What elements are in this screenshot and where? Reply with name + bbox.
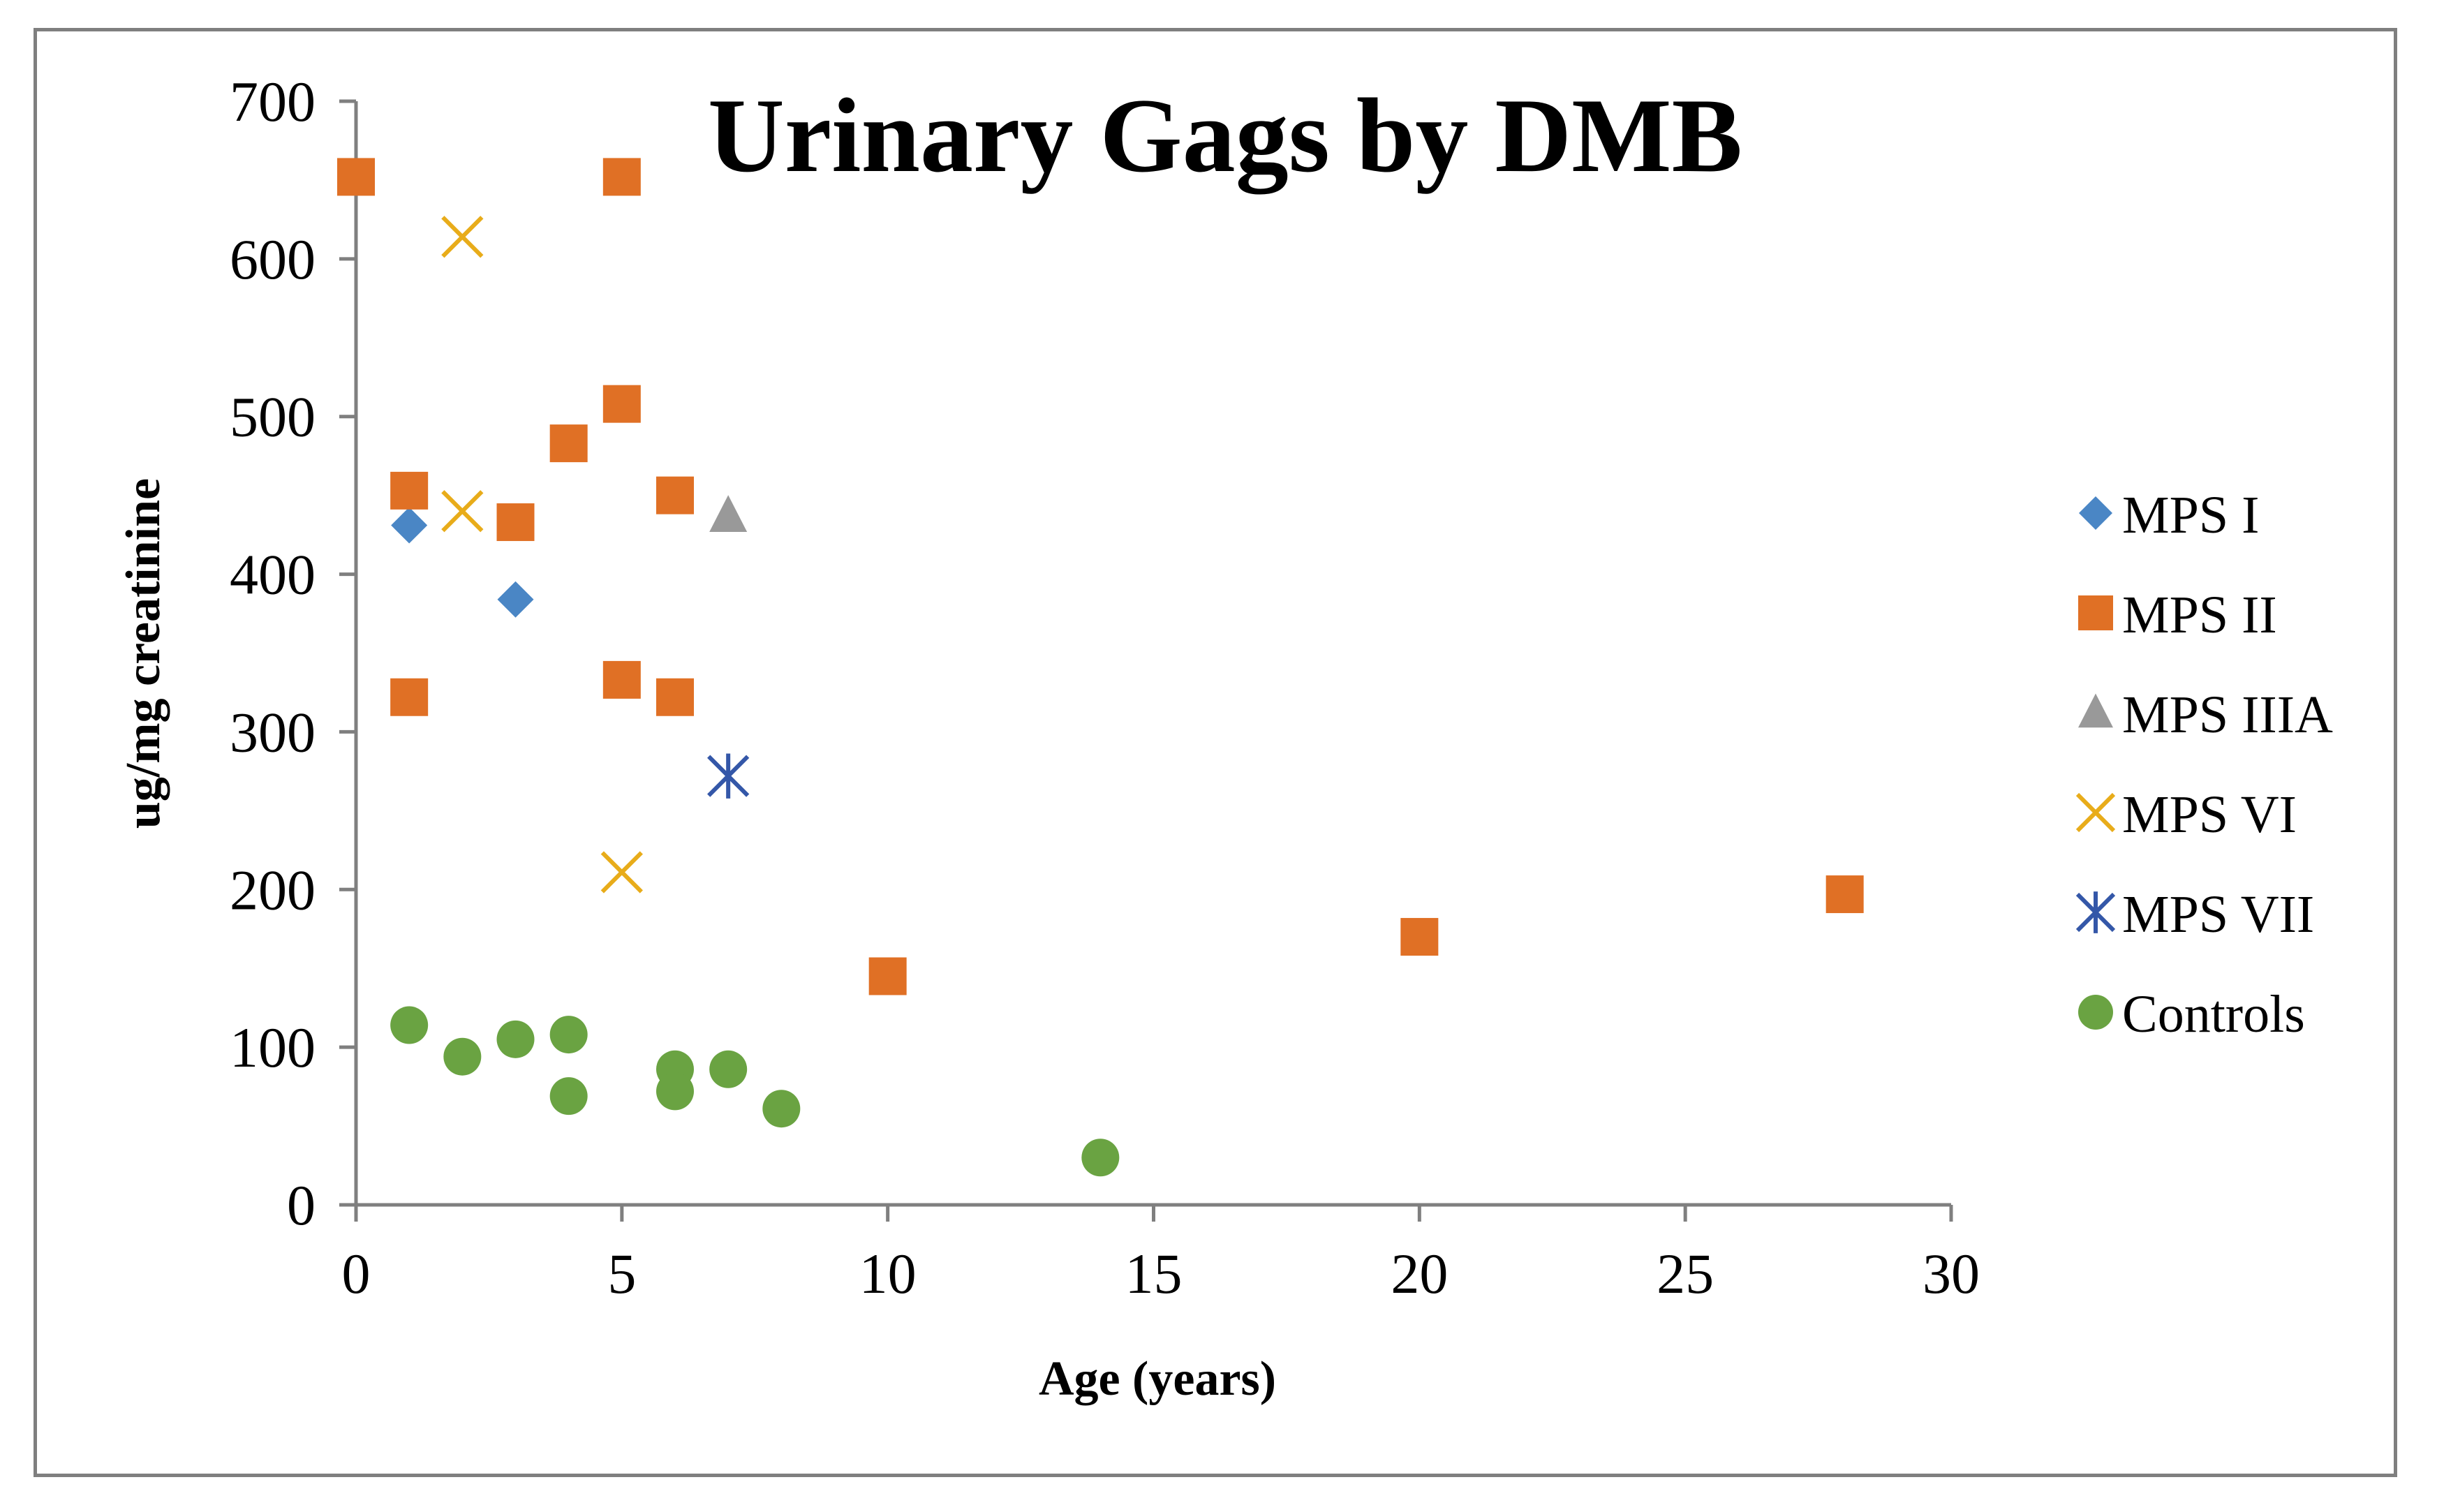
- data-point: [600, 851, 643, 894]
- x-tick-label: 25: [1657, 1242, 1714, 1305]
- data-point: [709, 495, 748, 532]
- y-tick-label: 700: [230, 70, 316, 133]
- x-tick-label: 20: [1391, 1242, 1448, 1305]
- series-controls: [390, 1006, 1120, 1177]
- chart-title: Urinary Gags by DMB: [708, 77, 1742, 195]
- data-point: [656, 476, 694, 514]
- data-point: [602, 660, 641, 699]
- data-point: [441, 216, 484, 258]
- y-tick-label: 100: [230, 1016, 316, 1079]
- data-point: [337, 158, 375, 196]
- data-point: [656, 678, 694, 716]
- data-point: [549, 424, 588, 463]
- series-mps-iiia: [709, 495, 748, 532]
- series-mps-vi: [441, 216, 643, 894]
- series-mps-ii: [337, 158, 1864, 995]
- series-mps-i: [391, 507, 534, 618]
- data-point: [390, 678, 429, 716]
- legend-marker: [2075, 792, 2116, 833]
- legend-marker: [2075, 891, 2116, 933]
- data-point: [1400, 918, 1439, 956]
- data-point: [496, 503, 535, 542]
- legend-marker: [2078, 995, 2113, 1030]
- data-point: [868, 957, 907, 995]
- legend-label: MPS I: [2122, 486, 2259, 544]
- legend-item: MPS VI: [2075, 785, 2297, 844]
- legend-label: MPS VI: [2122, 785, 2297, 844]
- data-point: [602, 158, 641, 196]
- legend-item: Controls: [2078, 985, 2305, 1044]
- x-axis-label: Age (years): [1039, 1352, 1276, 1406]
- data-point: [709, 1050, 748, 1088]
- x-tick-label: 10: [859, 1242, 917, 1305]
- y-axis-label: ug/mg creatinine: [117, 478, 170, 829]
- x-tick-label: 0: [342, 1242, 371, 1305]
- y-tick-label: 0: [287, 1173, 316, 1237]
- data-point: [549, 1077, 588, 1116]
- legend-item: MPS I: [2079, 486, 2259, 544]
- data-point: [497, 581, 534, 618]
- data-point: [549, 1016, 588, 1054]
- legend-marker: [2079, 496, 2112, 530]
- data-point: [390, 471, 429, 510]
- data-point: [443, 1037, 482, 1076]
- legend: MPS I MPS II MPS IIIA MPS VI MPS VII Controls: [2075, 486, 2333, 1044]
- x-tick-label: 5: [607, 1242, 636, 1305]
- chart-frame: [34, 28, 2397, 1477]
- legend-label: MPS VII: [2122, 885, 2314, 944]
- x-axis-ticks: 0 5 10 15 20 25 30: [342, 1205, 1980, 1305]
- data-point: [1081, 1139, 1120, 1177]
- legend-label: Controls: [2122, 985, 2305, 1044]
- data-points: [337, 158, 1864, 1177]
- data-point: [602, 385, 641, 423]
- y-tick-label: 600: [230, 228, 316, 291]
- x-tick-label: 15: [1125, 1242, 1183, 1305]
- legend-item: MPS IIIA: [2078, 685, 2333, 744]
- legend-item: MPS II: [2078, 586, 2277, 644]
- y-tick-label: 300: [230, 700, 316, 764]
- data-point: [707, 753, 750, 799]
- legend-label: MPS IIIA: [2122, 685, 2333, 744]
- y-tick-label: 400: [230, 543, 316, 607]
- y-tick-label: 500: [230, 385, 316, 449]
- legend-label: MPS II: [2122, 586, 2277, 644]
- data-point: [762, 1090, 801, 1128]
- legend-marker: [2078, 595, 2113, 630]
- data-point: [1825, 875, 1864, 914]
- data-point: [656, 1072, 694, 1111]
- legend-item: MPS VII: [2075, 885, 2314, 944]
- series-mps-vii: [707, 753, 750, 799]
- legend-marker: [2078, 693, 2113, 728]
- x-tick-label: 30: [1923, 1242, 1980, 1305]
- data-point: [496, 1020, 535, 1058]
- data-point: [390, 1006, 429, 1044]
- y-axis-ticks: 0 100 200 300 400 500 600 700: [230, 70, 356, 1237]
- y-tick-label: 200: [230, 858, 316, 921]
- data-point: [391, 507, 428, 544]
- data-point: [441, 490, 484, 533]
